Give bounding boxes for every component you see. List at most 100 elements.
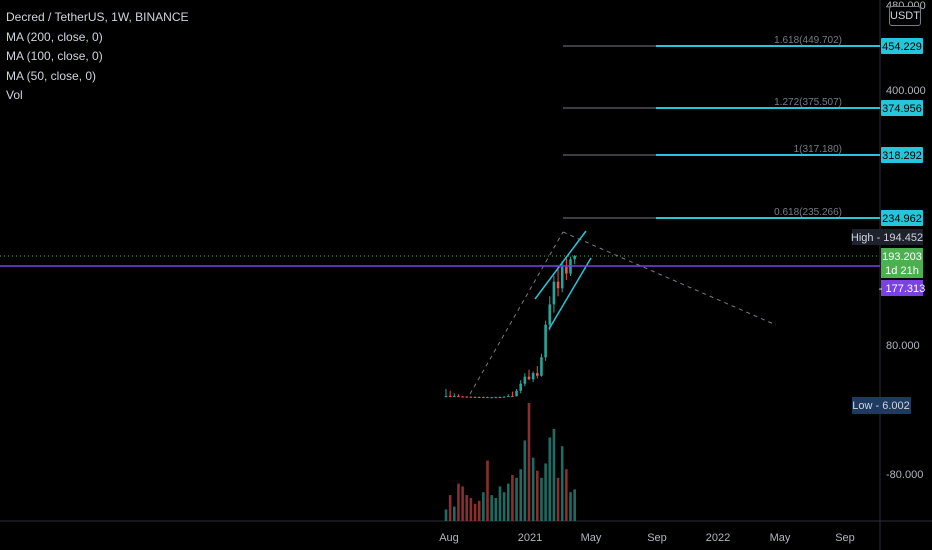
candle-body	[565, 267, 568, 274]
candle-body	[473, 396, 477, 398]
candle-body	[498, 397, 502, 399]
x-tick-label: May	[581, 532, 602, 544]
ma-price-tag	[881, 280, 923, 296]
volume-bar	[473, 503, 477, 521]
volume-bar	[453, 506, 456, 521]
volume-bar	[457, 483, 460, 521]
x-tick-label: 2021	[518, 532, 542, 544]
volume-bar	[544, 463, 547, 521]
volume-bar	[490, 495, 493, 521]
currency-button[interactable]: USDT	[889, 6, 921, 26]
last-price-tag	[881, 248, 923, 278]
chart-legend: Decred / TetherUS, 1W, BINANCE MA (200, …	[6, 8, 189, 106]
trendline-down	[562, 231, 777, 326]
indicator-ma100[interactable]: MA (100, close, 0)	[6, 49, 103, 63]
volume-bar	[511, 474, 514, 521]
fib-level-label: 1(317.180)	[794, 144, 842, 155]
fib-price-tag-text: 234.962	[882, 213, 922, 225]
candle-body	[494, 397, 498, 399]
volume-bar	[506, 483, 510, 521]
fib-price-tag-text: 454.229	[882, 41, 922, 53]
volume-bar	[502, 492, 506, 521]
symbol-title[interactable]: Decred / TetherUS, 1W, BINANCE	[6, 10, 189, 24]
volume-bar	[560, 446, 564, 521]
fib-price-tag-text: 374.956	[882, 103, 922, 115]
candle-body	[552, 281, 556, 305]
volume-bar	[448, 495, 452, 521]
x-tick-label: Aug	[439, 532, 459, 544]
candle-body	[444, 396, 448, 397]
low-label: Low - 6.002	[852, 400, 909, 412]
indicator-ma50[interactable]: MA (50, close, 0)	[6, 68, 97, 83]
volume-bar	[548, 437, 552, 521]
channel-upper	[534, 230, 587, 300]
candle-body	[461, 396, 464, 398]
x-tick-label: Sep	[647, 532, 667, 544]
candle-body	[536, 373, 539, 376]
candle-body	[573, 256, 576, 260]
candle-body	[465, 396, 469, 398]
volume-bar	[536, 470, 539, 521]
fib-price-tag-text: 318.292	[882, 150, 922, 162]
indicator-volume[interactable]: Vol	[6, 88, 23, 102]
volume-bar	[469, 497, 473, 521]
candle-body	[506, 396, 510, 397]
candle-body	[548, 304, 552, 325]
fib-price-tag	[881, 210, 923, 226]
volume-bar	[527, 403, 531, 521]
x-tick-label: Sep	[835, 532, 855, 544]
candle-body	[482, 397, 485, 399]
volume-bar	[552, 428, 556, 521]
candle-body	[486, 397, 489, 399]
candle-body	[477, 397, 481, 399]
volume-bar	[556, 477, 560, 521]
volume-bar	[465, 495, 469, 521]
volume-bar	[565, 469, 568, 521]
x-tick-label: 2022	[706, 532, 730, 544]
candle-body	[511, 396, 514, 397]
candle-body	[523, 376, 527, 384]
high-label: High - 194.452	[851, 232, 923, 244]
countdown-text: 1d 21h	[885, 265, 919, 277]
volume-bar	[444, 509, 448, 521]
candle-body	[469, 396, 473, 398]
x-tick-label: May	[770, 532, 791, 544]
candle-body	[453, 396, 456, 398]
trendline-up	[469, 231, 564, 395]
candle-body	[457, 396, 460, 398]
low-label-box	[852, 397, 911, 414]
volume-bar	[531, 457, 535, 521]
volume-bar	[573, 489, 576, 521]
high-label-box	[852, 229, 923, 245]
candle-body	[556, 281, 560, 289]
candle-body	[560, 267, 564, 289]
volume-bar	[482, 492, 485, 521]
volume-bar	[477, 500, 481, 521]
fib-price-tag	[881, 38, 923, 54]
volume-bar	[461, 486, 464, 521]
fib-price-tag	[881, 100, 923, 116]
candle-body	[531, 373, 535, 380]
candle-body	[448, 396, 452, 397]
channel-lower	[548, 257, 592, 330]
volume-bar	[486, 460, 489, 521]
candle-body	[544, 324, 547, 358]
candle-body	[540, 357, 543, 376]
ma-price-text: - 177.313	[879, 283, 925, 295]
volume-bar	[519, 469, 522, 521]
fib-level-label: 0.618(235.266)	[774, 207, 842, 218]
candle-body	[515, 390, 518, 397]
fib-level-label: 1.618(449.702)	[774, 35, 842, 46]
y-tick-label: 400.000	[886, 85, 926, 97]
fib-price-tag	[881, 147, 923, 163]
y-tick-label: -80.000	[886, 469, 923, 481]
volume-bar	[569, 492, 572, 521]
volume-bar	[494, 497, 498, 521]
indicator-ma200[interactable]: MA (200, close, 0)	[6, 29, 103, 44]
y-tick-label: 80.000	[886, 340, 920, 352]
candle-body	[527, 376, 531, 380]
volume-bar	[523, 440, 527, 521]
candle-body	[519, 383, 522, 391]
volume-bar	[515, 477, 518, 521]
